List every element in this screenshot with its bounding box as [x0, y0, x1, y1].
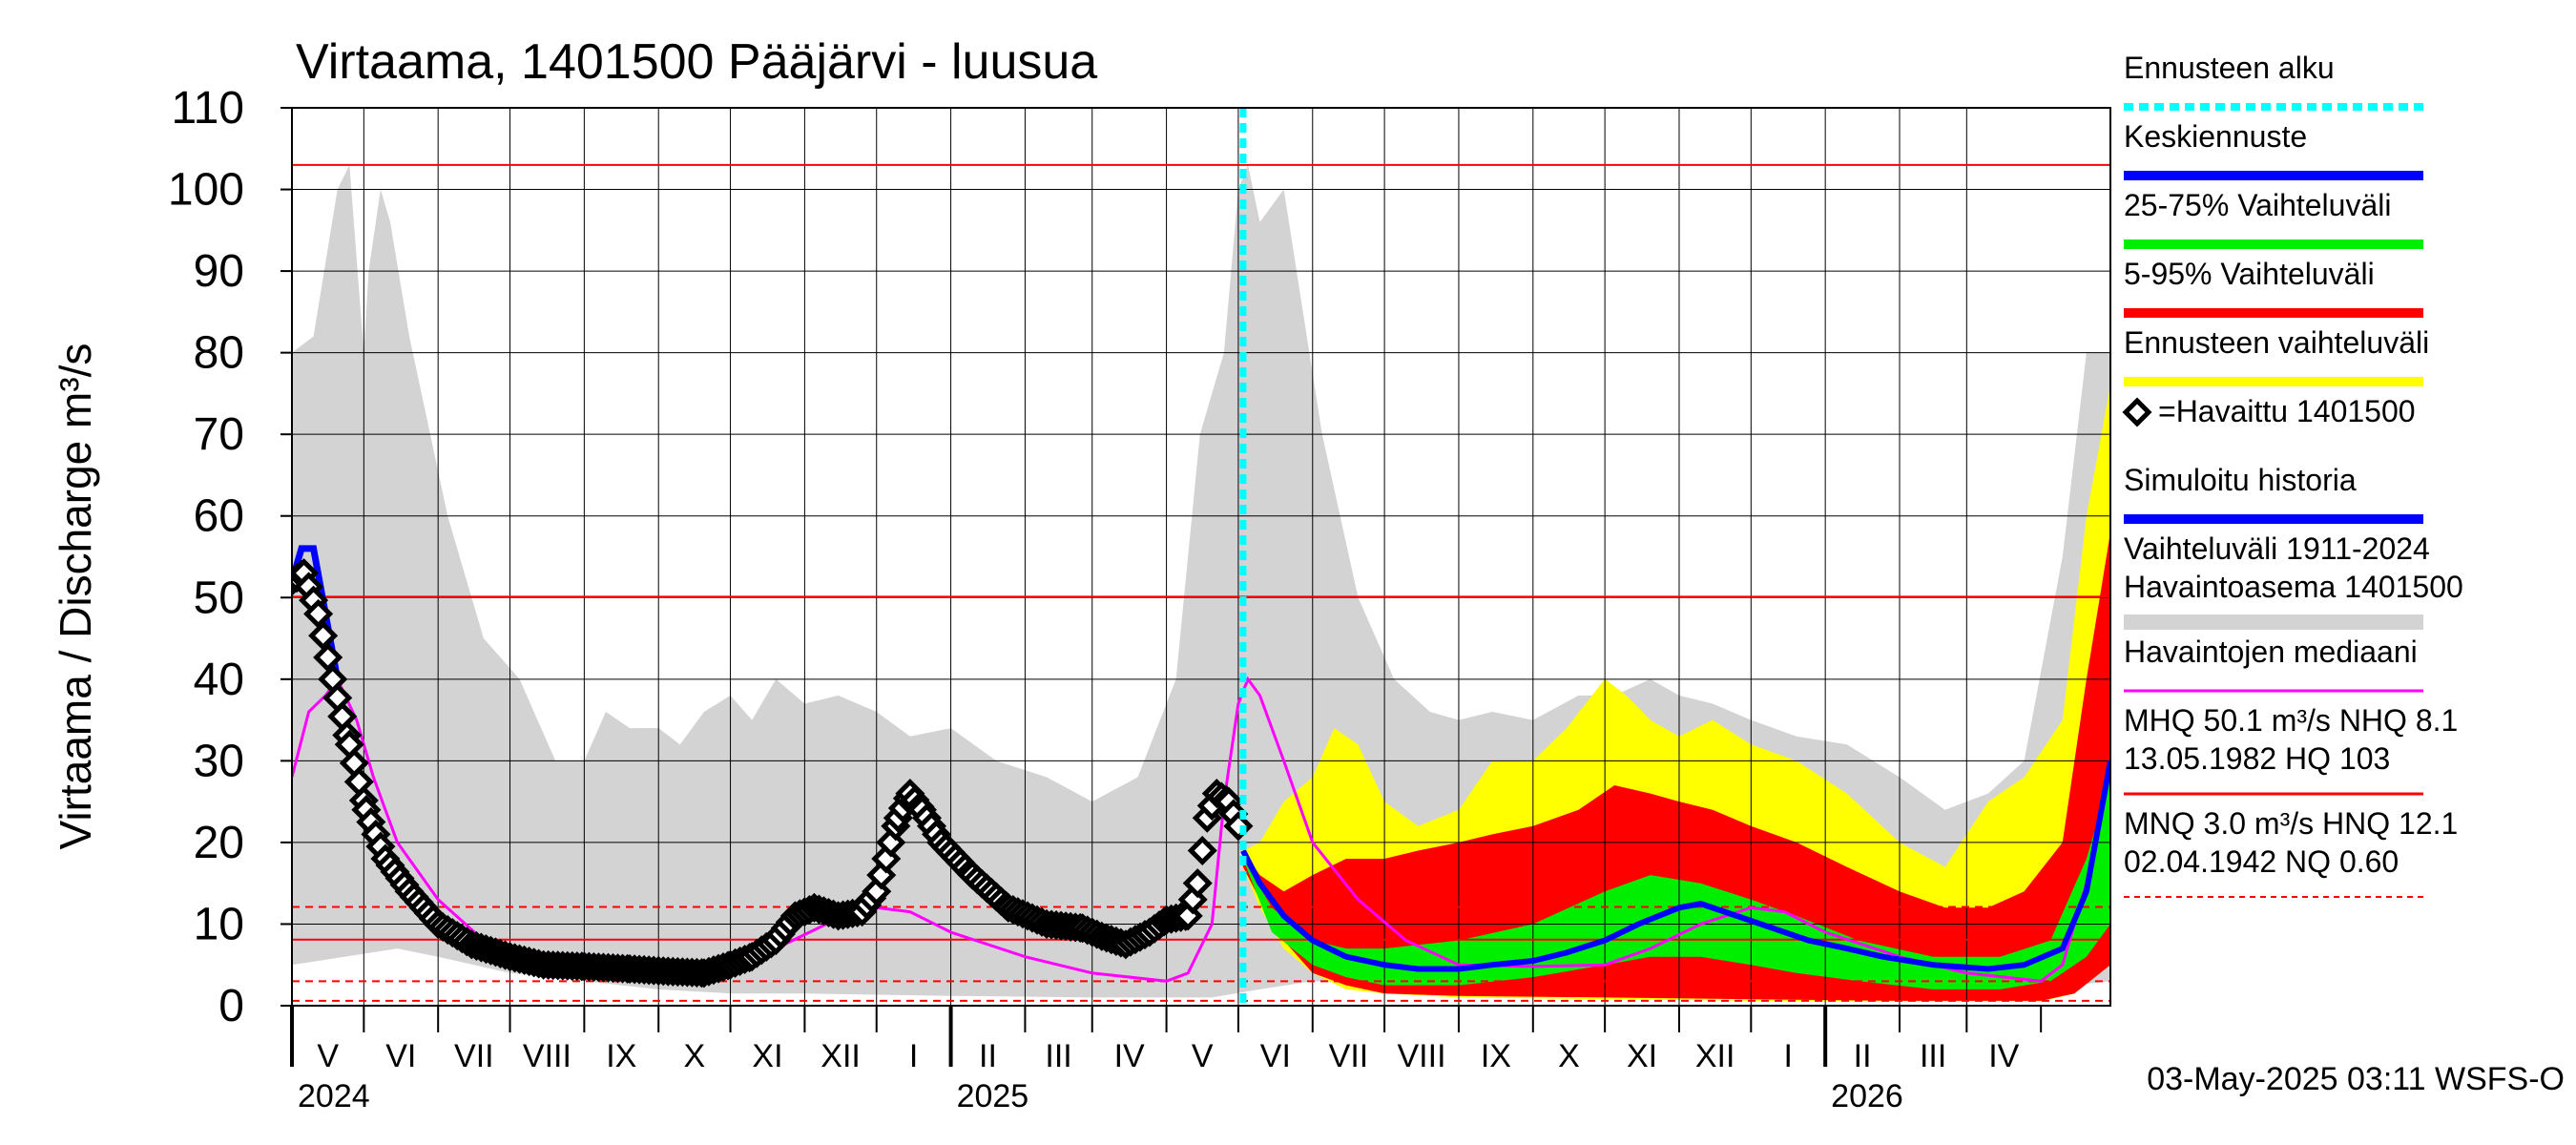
legend-label-line2: Havaintoasema 1401500 — [2124, 570, 2463, 604]
legend-label: MNQ 3.0 m³/s HNQ 12.1 — [2124, 806, 2458, 841]
legend-item: Keskiennuste — [2124, 119, 2423, 180]
x-axis: V VI VII VIII IX X XI XII I II III IV V VI VII VIII IX X X… — [290, 1006, 2043, 1114]
y-tick-label: 40 — [194, 655, 244, 705]
y-tick-label: 50 — [194, 572, 244, 623]
month-label: XII — [1695, 1038, 1735, 1074]
y-tick-label: 30 — [194, 736, 244, 786]
observed-series — [292, 558, 1254, 989]
month-label: IV — [1114, 1038, 1145, 1074]
range-5-95-band — [1242, 531, 2110, 1001]
month-label: XII — [821, 1038, 861, 1074]
legend-item: Ennusteen alku — [2124, 51, 2423, 111]
observed-point — [1182, 868, 1213, 899]
range-25-75-band — [1242, 777, 2110, 989]
legend-label: =Havaittu 1401500 — [2158, 394, 2416, 428]
y-tick-label: 70 — [194, 409, 244, 460]
month-label: XI — [1627, 1038, 1657, 1074]
legend-item: MHQ 50.1 m³/s NHQ 8.113.05.1982 HQ 103 — [2124, 703, 2458, 796]
year-label: 2026 — [1831, 1078, 1903, 1114]
y-tick-label: 20 — [194, 818, 244, 868]
y-axis-label: Virtaama / Discharge m³/s — [51, 344, 100, 850]
legend-item: 25-75% Vaihteluväli — [2124, 188, 2423, 249]
observed-point — [876, 827, 906, 858]
month-label: IV — [1988, 1038, 2019, 1074]
legend-item: Havaintojen mediaani — [2124, 635, 2423, 693]
median-line — [292, 676, 2110, 983]
month-label: VI — [385, 1038, 416, 1074]
month-label: I — [1784, 1038, 1793, 1074]
mean-forecast-line — [1240, 760, 2110, 972]
observed-point — [862, 876, 892, 906]
legend-label: Simuloitu historia — [2124, 463, 2357, 497]
legend-label: Havaintojen mediaani — [2124, 635, 2418, 669]
month-label: VII — [454, 1038, 494, 1074]
legend-label-line2: 02.04.1942 NQ 0.60 — [2124, 844, 2399, 879]
legend-item: Vaihteluväli 1911-2024 Havaintoasema 140… — [2124, 531, 2463, 630]
month-label: X — [1558, 1038, 1580, 1074]
legend-marker — [2122, 397, 2152, 427]
month-label: VI — [1260, 1038, 1291, 1074]
legend-label: 25-75% Vaihteluväli — [2124, 188, 2391, 222]
month-label: IX — [1481, 1038, 1511, 1074]
y-tick-label: 60 — [194, 491, 244, 542]
y-tick-label: 10 — [194, 899, 244, 949]
y-tick-label: 100 — [168, 165, 244, 216]
y-tick-label: 80 — [194, 328, 244, 379]
month-label: III — [1045, 1038, 1071, 1074]
observed-point — [866, 860, 897, 890]
observed-point — [1187, 835, 1217, 865]
observed-point — [308, 620, 339, 651]
month-label: X — [684, 1038, 706, 1074]
month-label: II — [1854, 1038, 1872, 1074]
y-tick-label: 110 — [171, 83, 244, 134]
legend-label: 5-95% Vaihteluväli — [2124, 257, 2375, 291]
y-axis: 0 10 20 30 40 50 60 70 80 90 100 110 — [168, 83, 292, 1031]
month-label: I — [909, 1038, 918, 1074]
legend-label-line2: 13.05.1982 HQ 103 — [2124, 741, 2390, 776]
series-lines — [292, 545, 2110, 989]
year-label: 2025 — [957, 1078, 1029, 1114]
legend-label: Ennusteen vaihteluväli — [2124, 325, 2429, 360]
legend: Ennusteen alku Keskiennuste 25-75% Vaihtel… — [2122, 51, 2463, 898]
legend-item: 5-95% Vaihteluväli — [2124, 257, 2423, 318]
month-label: XI — [752, 1038, 782, 1074]
legend-label: MHQ 50.1 m³/s NHQ 8.1 — [2124, 703, 2458, 738]
observed-point — [303, 598, 334, 629]
month-label: VIII — [1398, 1038, 1446, 1074]
range-bands — [292, 164, 2110, 1002]
legend-item: Ennusteen vaihteluväli — [2124, 325, 2429, 386]
observed-point — [313, 642, 343, 673]
plot-frame — [291, 107, 2111, 1007]
legend-label: Vaihteluväli 1911-2024 — [2124, 531, 2430, 566]
y-tick-label: 0 — [218, 981, 244, 1031]
legend-item: =Havaittu 1401500 — [2122, 394, 2416, 428]
month-label: VIII — [523, 1038, 571, 1074]
observed-point — [1173, 901, 1203, 931]
legend-item: MNQ 3.0 m³/s HNQ 12.102.04.1942 NQ 0.60 — [2124, 806, 2458, 898]
month-label: VII — [1329, 1038, 1369, 1074]
month-label: IX — [606, 1038, 636, 1074]
year-label: 2024 — [298, 1078, 370, 1114]
month-label: II — [979, 1038, 997, 1074]
timestamp-footer: 03-May-2025 03:11 WSFS-O — [2147, 1061, 2565, 1097]
month-label: V — [317, 1038, 339, 1074]
chart-title: Virtaama, 1401500 Pääjärvi - luusua — [296, 34, 1097, 90]
month-label: V — [1192, 1038, 1214, 1074]
legend-item: Simuloitu historia — [2124, 463, 2423, 524]
legend-label: Keskiennuste — [2124, 119, 2307, 154]
month-label: III — [1920, 1038, 1946, 1074]
y-tick-label: 90 — [194, 246, 244, 297]
legend-label: Ennusteen alku — [2124, 51, 2335, 85]
